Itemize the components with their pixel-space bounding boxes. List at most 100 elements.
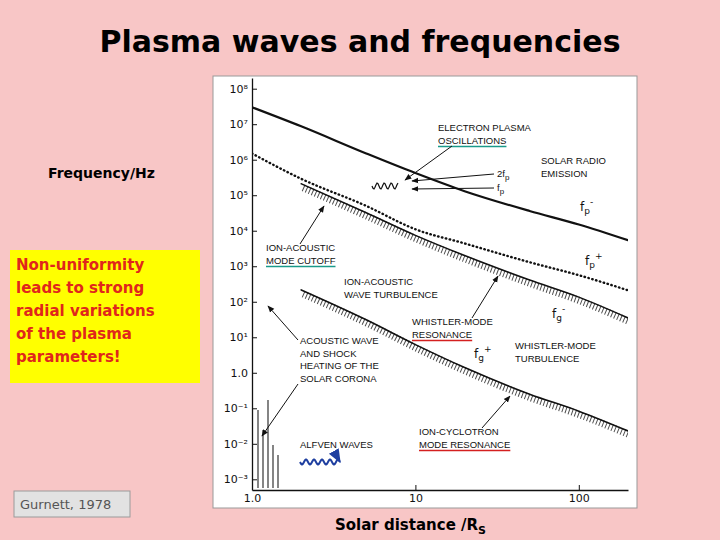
annotation-text: ION-ACOUSTIC — [344, 276, 413, 287]
frequency-curve — [301, 184, 628, 318]
x-tick-label: 1.0 — [244, 492, 262, 505]
heating-spike — [267, 400, 268, 488]
x-tick-label: 10 — [409, 492, 423, 505]
source-box — [14, 491, 130, 517]
y-tick-label: 10⁻¹ — [224, 402, 248, 415]
annotation-text: MODE CUTOFF — [266, 255, 336, 266]
y-tick-label: 10⁶ — [230, 154, 249, 167]
y-tick-label: 1.0 — [231, 367, 249, 380]
y-axis: 10⁻³ 10⁻² 10⁻¹ 1.0 10¹ 10² 10³ 10⁴ 10⁵ 10⁶ 10⁷ 10⁸ — [224, 79, 257, 491]
y-tick-label: 10² — [230, 296, 248, 309]
annotation-text: WAVE TURBULENCE — [344, 289, 438, 300]
annotation: ALFVEN WAVES — [300, 439, 373, 450]
x-tick-mark — [415, 485, 416, 490]
annotation: SOLAR RADIO EMISSION — [541, 155, 606, 179]
annotation-text: fp — [497, 182, 505, 196]
annotation-text: AND SHOCK — [300, 348, 357, 359]
y-tick-label: 10⁻² — [224, 438, 248, 451]
curve-label: fg+ — [474, 344, 492, 363]
note-text: radial variations — [16, 302, 155, 320]
y-tick-label: 10⁷ — [230, 118, 248, 131]
y-tick: 10⁷ — [230, 118, 257, 131]
y-tick-label: 10⁴ — [230, 225, 249, 238]
annotation: ION-ACOUSTIC WAVE TURBULENCE — [344, 276, 438, 300]
y-tick-mark — [252, 160, 257, 161]
curve-label: fp+ — [585, 251, 603, 270]
note-text: Non-uniformity — [16, 256, 144, 274]
title: Plasma waves and frequencies — [99, 24, 620, 59]
annotation-text: 2fp — [497, 168, 510, 182]
annotation-arrow — [412, 188, 494, 189]
y-tick-label: 10⁵ — [230, 189, 248, 202]
annotation-text: ALFVEN WAVES — [300, 439, 373, 450]
curve-label: fp- — [580, 197, 593, 216]
note-text: parameters! — [16, 348, 121, 366]
y-tick-mark — [252, 408, 257, 409]
x-tick-mark — [579, 485, 580, 490]
y-tick-label: 10¹ — [230, 331, 248, 344]
annotation-text: ION-CYCLOTRON — [419, 426, 499, 437]
y-tick-mark — [252, 231, 257, 232]
annotation-text: EMISSION — [541, 168, 588, 179]
plot-area — [252, 107, 628, 488]
annotation-arrow — [300, 206, 324, 244]
heating-spike — [257, 410, 258, 488]
annotation-underline — [419, 450, 510, 452]
note-text: of the plasma — [16, 325, 132, 343]
annotation-underline — [438, 146, 506, 148]
curve-label: fg- — [552, 304, 565, 323]
y-tick-mark — [252, 266, 257, 267]
y-tick: 10⁸ — [230, 83, 257, 96]
y-tick-mark — [252, 444, 257, 445]
annotation-text: ACOUSTIC WAVE — [300, 335, 379, 346]
x-tick-mark — [252, 485, 253, 490]
annotation: ELECTRON PLASMAOSCILLATIONS — [438, 122, 532, 147]
y-tick-mark — [252, 302, 257, 303]
slide: Plasma waves and frequenciesFrequency/Hz… — [0, 0, 720, 540]
background — [0, 0, 720, 540]
annotation-arrow — [262, 384, 298, 436]
y-tick: 10³ — [230, 260, 257, 273]
heating-spike — [262, 430, 263, 488]
annotation-arrow — [268, 306, 298, 340]
y-axis-line — [252, 79, 253, 491]
x-tick: 1.0 — [244, 485, 262, 505]
annotation-arrow — [405, 146, 452, 180]
y-tick: 10² — [230, 296, 257, 309]
frequency-curve — [252, 153, 628, 290]
annotation: WHISTLER-MODE TURBULENCE — [515, 340, 596, 364]
annotation: fp — [497, 182, 505, 196]
annotation-underline — [266, 266, 336, 268]
note-box — [10, 250, 200, 383]
y-tick-mark — [252, 373, 257, 374]
annotation-text: ELECTRON PLASMA — [438, 122, 532, 133]
annotation: ION-ACOUSTICMODE CUTOFF — [266, 242, 336, 267]
annotation-text: WHISTLER-MODE — [515, 340, 596, 351]
annotation: WHISTLER-MODERESONANCE — [412, 316, 493, 341]
y-tick-mark — [252, 89, 257, 90]
y-tick-mark — [252, 195, 257, 196]
annotation-arrow — [482, 396, 510, 428]
x-axis-title: Solar distance /RS — [335, 516, 486, 537]
annotation-arrow — [472, 276, 498, 318]
y-tick: 10⁶ — [230, 154, 257, 167]
alfven-wave-symbol — [300, 460, 340, 465]
y-tick-label: 10³ — [230, 260, 248, 273]
y-tick: 10⁻³ — [224, 473, 257, 486]
x-tick: 100 — [569, 485, 590, 505]
wave-symbol — [372, 183, 398, 189]
annotation-text: HEATING OF THE — [300, 360, 379, 371]
annotation-arrow — [412, 174, 494, 181]
y-tick-mark — [252, 479, 257, 480]
annotation-text: SOLAR RADIO — [541, 155, 606, 166]
y-tick: 10⁴ — [230, 225, 257, 238]
note-text: leads to strong — [16, 279, 144, 297]
annotation-text: TURBULENCE — [515, 353, 579, 364]
y-tick-mark — [252, 124, 257, 125]
x-tick: 10 — [409, 485, 423, 505]
annotation-underline — [412, 340, 472, 342]
y-tick: 10¹ — [230, 331, 257, 344]
y-tick: 10⁻² — [224, 438, 257, 451]
y-tick-label: 10⁸ — [230, 83, 249, 96]
y-tick: 10⁵ — [230, 189, 257, 202]
